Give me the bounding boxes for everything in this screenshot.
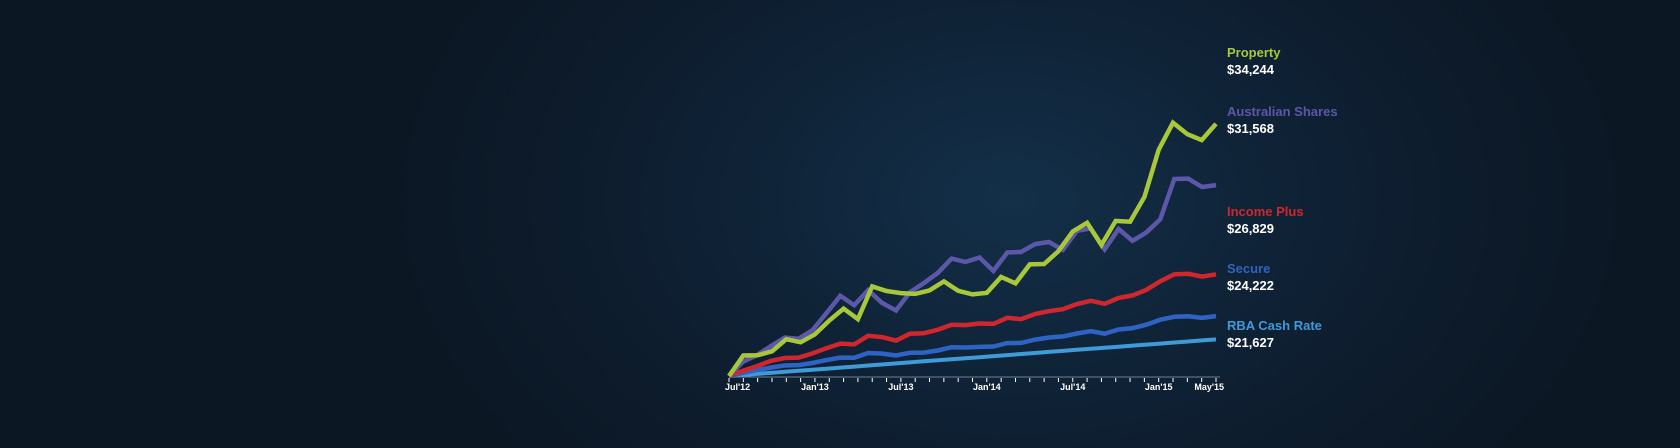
series-line-property: [727, 119, 1218, 378]
x-tick-label: Jul'12: [725, 382, 750, 392]
series-labels: Property $34,244 Australian Shares $31,568 I…: [1227, 45, 1338, 350]
x-tick-label: May'15: [1194, 382, 1224, 392]
x-axis: Jul'12 Jan'13 Jul'13 Jan'14 Jul'14 Jan'15 May'…: [725, 376, 1224, 392]
series-value: $34,244: [1227, 62, 1275, 77]
series-name: Australian Shares: [1227, 104, 1338, 119]
series-line-australian-shares: [727, 176, 1217, 378]
series-name: RBA Cash Rate: [1227, 318, 1322, 333]
series-value: $21,627: [1227, 335, 1274, 350]
x-tick-label: Jan'13: [801, 382, 829, 392]
series-label-secure: Secure $24,222: [1227, 261, 1274, 293]
series-line-secure: [728, 313, 1217, 379]
series-label-rba-cash-rate: RBA Cash Rate $21,627: [1227, 318, 1322, 350]
x-tick-label: Jan'14: [973, 382, 1001, 392]
series-label-australian-shares: Australian Shares $31,568: [1227, 104, 1338, 136]
x-tick-label: Jul'13: [888, 382, 913, 392]
series-name: Income Plus: [1227, 204, 1304, 219]
series-value: $26,829: [1227, 221, 1274, 236]
series-line-income-plus: [728, 271, 1217, 379]
x-tick-label: Jan'15: [1145, 382, 1173, 392]
series-value: $31,568: [1227, 121, 1274, 136]
series-line-rba-cash-rate: [728, 337, 1217, 378]
series-name: Property: [1227, 45, 1281, 60]
series-name: Secure: [1227, 261, 1270, 276]
series-lines: [727, 119, 1218, 379]
x-tick-label: Jul'14: [1060, 382, 1085, 392]
series-label-income-plus: Income Plus $26,829: [1227, 204, 1304, 236]
series-value: $24,222: [1227, 278, 1274, 293]
series-label-property: Property $34,244: [1227, 45, 1281, 77]
